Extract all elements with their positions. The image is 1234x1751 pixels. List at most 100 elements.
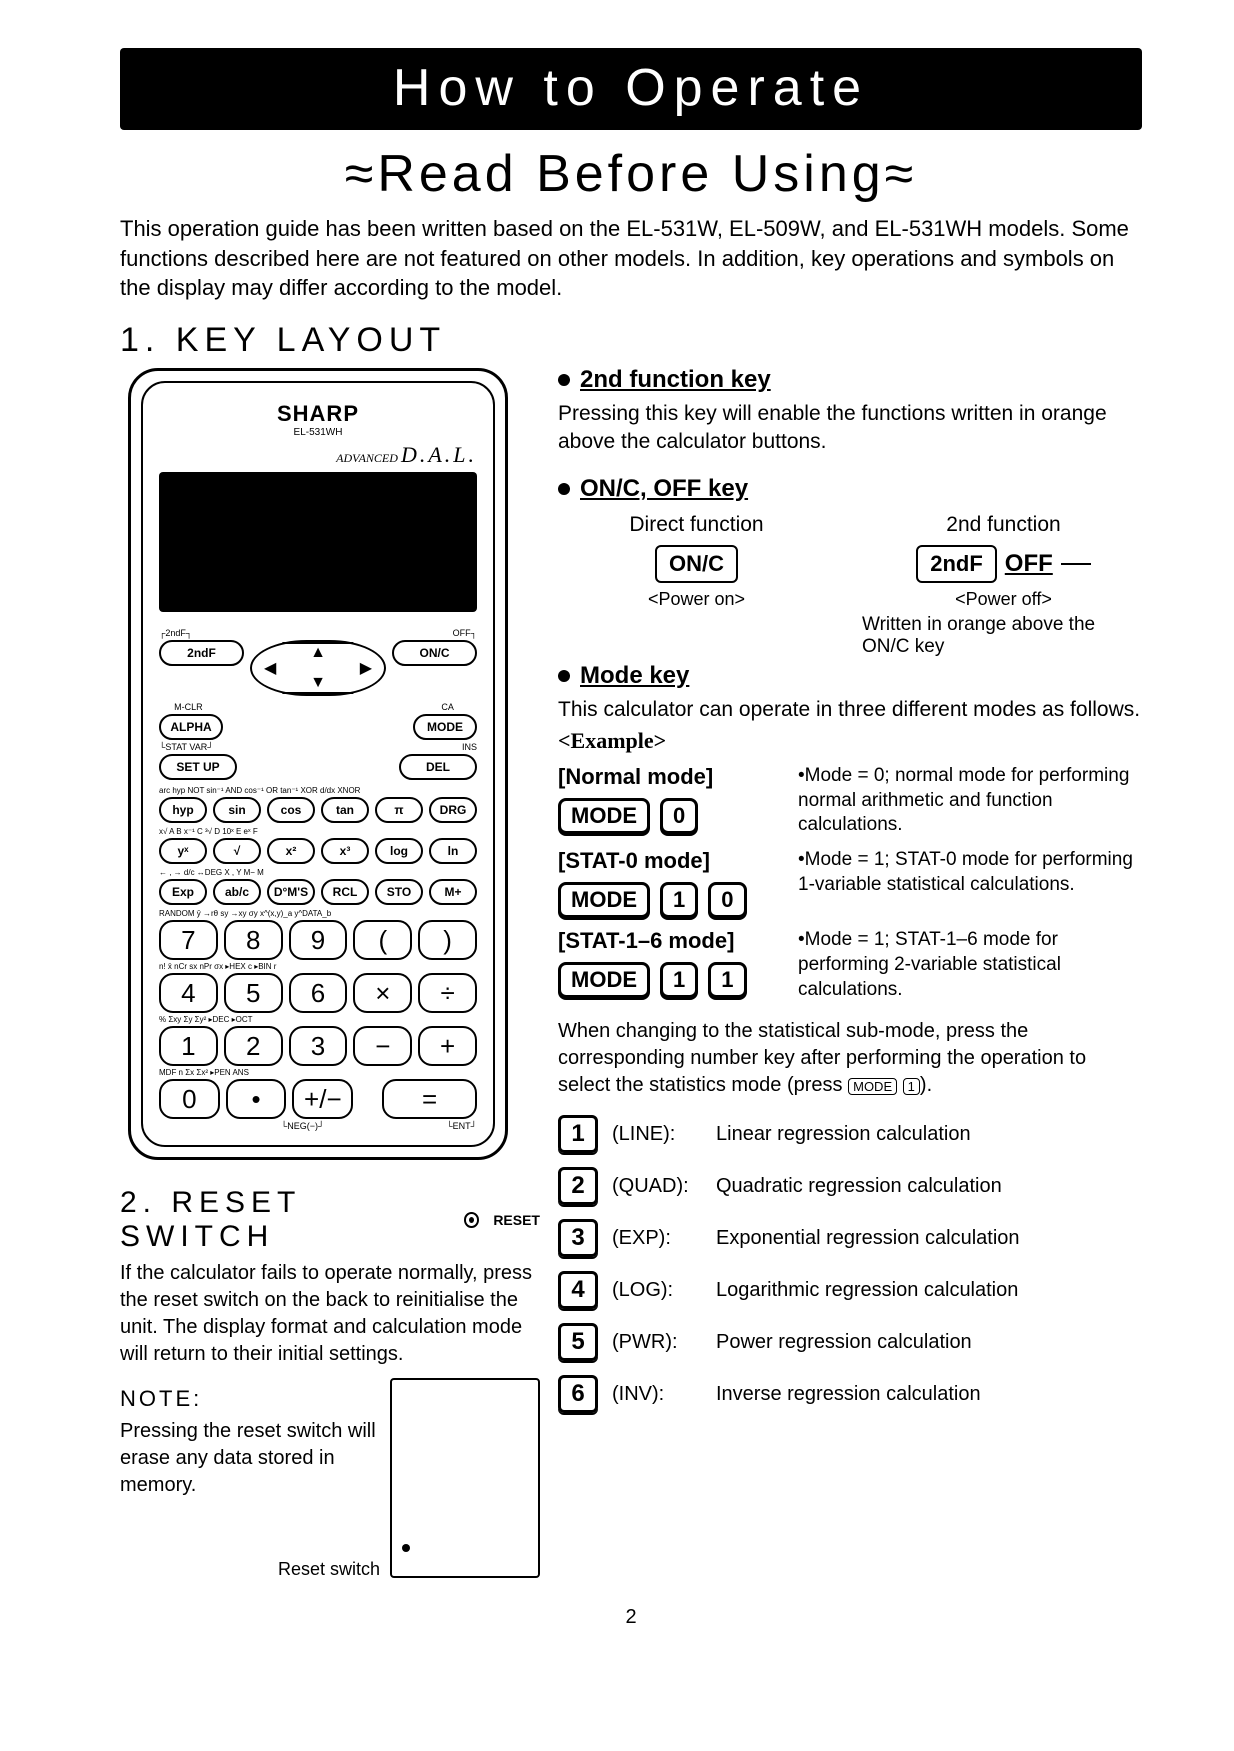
mode-block: [STAT-1–6 mode] MODE 11 •Mode = 1; STAT-1–6… — [558, 928, 1142, 1002]
key-2ndf: 2ndF — [159, 640, 244, 666]
key-yx: yˣ — [159, 838, 207, 864]
mode-description: •Mode = 1; STAT-1–6 mode for performing … — [798, 928, 1142, 1002]
regression-description: Inverse regression calculation — [716, 1383, 981, 1406]
key-lparen: ( — [353, 920, 412, 960]
key-cos: cos — [267, 797, 315, 823]
key-mul: × — [353, 973, 412, 1013]
key-div: ÷ — [418, 973, 477, 1013]
inline-key-mode: MODE — [848, 1078, 897, 1095]
stat-submode-note: When changing to the statistical sub-mod… — [558, 1018, 1142, 1099]
key-6: 6 — [289, 973, 348, 1013]
calc-brand: SHARP — [159, 401, 477, 427]
regression-key: 5 — [558, 1323, 598, 1361]
label-off: OFF — [453, 628, 471, 638]
section-1-heading: 1. KEY LAYOUT — [120, 321, 1142, 360]
num-labels-1: RANDOM ȳ →rθ sy →xy σy x^(x,y)_a y^DATA_… — [159, 909, 477, 918]
label-power-off: <Power off> — [865, 589, 1142, 610]
calculator-back-panel — [390, 1378, 540, 1578]
inline-key-1: 1 — [903, 1078, 920, 1095]
regression-description: Linear regression calculation — [716, 1123, 971, 1146]
key-minus: − — [353, 1026, 412, 1066]
example-heading: <Example> — [558, 728, 1142, 754]
label-off-underline: OFF — [1005, 550, 1053, 578]
key-ln: ln — [429, 838, 477, 864]
regression-code: (PWR): — [612, 1331, 702, 1354]
key-image: 1 — [660, 962, 698, 998]
written-in-orange-note: Written in orange above the ON/C key — [862, 614, 1142, 658]
regression-row: 6(INV):Inverse regression calculation — [558, 1375, 1142, 1413]
regression-code: (LOG): — [612, 1279, 702, 1302]
off-pointer-line — [1061, 563, 1091, 565]
section-2-heading: 2. RESET SWITCH — [120, 1186, 450, 1254]
regression-code: (LINE): — [612, 1123, 702, 1146]
key-7: 7 — [159, 920, 218, 960]
label-mclr: M-CLR — [159, 702, 218, 712]
key-3: 3 — [289, 1026, 348, 1066]
key-image: 1 — [708, 962, 746, 998]
heading-onc: ON/C, OFF key — [558, 475, 1142, 503]
key-mplus: M+ — [429, 879, 477, 905]
calc-screen — [159, 472, 477, 612]
regression-key: 3 — [558, 1219, 598, 1257]
regression-key: 1 — [558, 1115, 598, 1153]
key-hyp: hyp — [159, 797, 207, 823]
key-4: 4 — [159, 973, 218, 1013]
key-exp: Exp — [159, 879, 207, 905]
regression-description: Logarithmic regression calculation — [716, 1279, 1018, 1302]
key-image: 1 — [660, 882, 698, 918]
key-rparen: ) — [418, 920, 477, 960]
key-image-onc: ON/C — [655, 545, 738, 583]
key-image: 0 — [660, 798, 698, 834]
mode-description: •Mode = 1; STAT-0 mode for performing 1-… — [798, 848, 1142, 897]
label-2ndf: 2ndF — [165, 628, 186, 638]
note-heading: NOTE: — [120, 1386, 380, 1412]
mode-block: [Normal mode]MODE0•Mode = 0; normal mode… — [558, 764, 1142, 838]
reset-label: RESET — [493, 1212, 540, 1228]
regression-row: 1 (LINE): Linear regression calculation — [558, 1115, 1142, 1153]
regression-code: (EXP): — [612, 1227, 702, 1250]
mode-title: [Normal mode] — [558, 764, 778, 790]
regression-description: Exponential regression calculation — [716, 1227, 1020, 1250]
label-2nd-function: 2nd function — [865, 513, 1142, 537]
fn-labels-1: arc hyp NOT sin⁻¹ AND cos⁻¹ OR tan⁻¹ XOR… — [159, 786, 477, 795]
key-5: 5 — [224, 973, 283, 1013]
regression-row: 4(LOG):Logarithmic regression calculatio… — [558, 1271, 1142, 1309]
regression-list: 1(LINE):Linear regression calculation2(Q… — [558, 1115, 1142, 1413]
regression-description: Power regression calculation — [716, 1331, 972, 1354]
key-nav-pad: ◀ ▶ ▲ ▼ — [250, 640, 386, 696]
label-power-on: <Power on> — [558, 589, 835, 610]
key-image: 0 — [708, 882, 746, 918]
key-sqrt: √ — [213, 838, 261, 864]
num-labels-3: % Σxy Σy Σy² ▸DEC ▸OCT — [159, 1015, 477, 1024]
label-ins: INS — [462, 742, 477, 752]
mode-title: [STAT-1–6 mode] — [558, 928, 778, 954]
label-direct-function: Direct function — [558, 513, 835, 537]
page-number: 2 — [120, 1606, 1142, 1629]
key-image: MODE — [558, 882, 650, 918]
key-equals: = — [382, 1079, 477, 1119]
key-negate: +/− — [292, 1079, 353, 1119]
heading-2nd-function: 2nd function key — [558, 366, 1142, 394]
reset-icon — [464, 1212, 479, 1228]
text-2nd-function: Pressing this key will enable the functi… — [558, 400, 1142, 457]
regression-row: 3 (EXP): Exponential regression calculatio… — [558, 1219, 1142, 1257]
regression-description: Quadratic regression calculation — [716, 1175, 1002, 1198]
key-drg: DRG — [429, 797, 477, 823]
fn-labels-2: x√ A B x⁻¹ C ³√ D 10ˣ E eˣ F — [159, 827, 477, 836]
key-8: 8 — [224, 920, 283, 960]
key-tan: tan — [321, 797, 369, 823]
regression-key: 2 — [558, 1167, 598, 1205]
mode-title: [STAT-0 mode] — [558, 848, 778, 874]
key-rcl: RCL — [321, 879, 369, 905]
label-statvar: STAT VAR — [165, 742, 207, 752]
page-subtitle: ≈Read Before Using≈ — [120, 144, 1142, 204]
key-sto: STO — [375, 879, 423, 905]
calc-dal-prefix: ADVANCED — [336, 451, 398, 465]
heading-mode: Mode key — [558, 662, 1142, 690]
key-image: MODE — [558, 962, 650, 998]
key-x3: x³ — [321, 838, 369, 864]
key-9: 9 — [289, 920, 348, 960]
regression-code: (INV): — [612, 1383, 702, 1406]
mode-description: •Mode = 0; normal mode for performing no… — [798, 764, 1142, 838]
page-title-bar: How to Operate — [120, 48, 1142, 130]
